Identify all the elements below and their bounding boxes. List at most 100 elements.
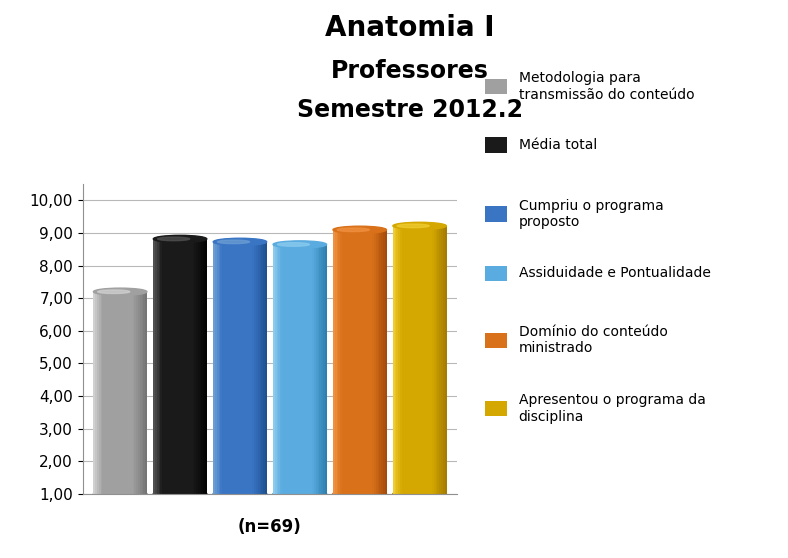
Bar [291, 244, 293, 494]
Bar [115, 292, 117, 494]
Bar [351, 230, 353, 494]
Bar [222, 242, 224, 494]
Bar [245, 242, 247, 494]
Bar [221, 242, 222, 494]
Bar [235, 242, 236, 494]
Bar [205, 239, 207, 494]
Ellipse shape [158, 237, 190, 240]
Bar [191, 239, 193, 494]
Bar [363, 230, 366, 494]
Bar [158, 239, 161, 494]
Bar [155, 239, 157, 494]
Bar [278, 244, 281, 494]
Bar [379, 230, 381, 494]
Bar [416, 226, 418, 494]
Bar [356, 230, 359, 494]
Bar [168, 239, 169, 494]
Bar [108, 292, 110, 494]
Bar [295, 244, 296, 494]
Bar [259, 242, 262, 494]
Bar [309, 244, 310, 494]
Bar [120, 292, 122, 494]
Ellipse shape [397, 224, 429, 228]
Bar [131, 292, 133, 494]
Bar [185, 239, 188, 494]
Bar [94, 292, 95, 494]
Bar [289, 244, 291, 494]
Bar [402, 226, 403, 494]
Bar [229, 242, 231, 494]
Bar [188, 239, 189, 494]
Bar [302, 244, 303, 494]
Bar [423, 226, 426, 494]
Bar [335, 230, 336, 494]
Bar [136, 292, 138, 494]
Bar [225, 242, 228, 494]
Bar [113, 292, 115, 494]
Bar [344, 230, 346, 494]
Bar [175, 239, 177, 494]
Bar [111, 292, 113, 494]
Bar [98, 292, 101, 494]
Bar [263, 242, 265, 494]
Bar [425, 226, 427, 494]
Bar [135, 292, 136, 494]
Bar [262, 242, 263, 494]
Bar [157, 239, 159, 494]
Bar [180, 239, 182, 494]
Bar [162, 239, 164, 494]
Bar [285, 244, 288, 494]
Bar [184, 239, 186, 494]
Ellipse shape [393, 490, 446, 497]
Bar [232, 242, 235, 494]
Bar [228, 242, 229, 494]
Bar [238, 242, 240, 494]
Bar [325, 244, 327, 494]
Bar [122, 292, 124, 494]
Bar [247, 242, 249, 494]
Bar [196, 239, 198, 494]
Bar [436, 226, 437, 494]
Bar [139, 292, 142, 494]
Bar [281, 244, 282, 494]
Bar [381, 230, 383, 494]
Bar [434, 226, 436, 494]
Bar [217, 242, 219, 494]
Bar [192, 239, 195, 494]
Bar [412, 226, 414, 494]
Ellipse shape [273, 241, 326, 248]
Bar [432, 226, 434, 494]
Bar [224, 242, 226, 494]
Ellipse shape [214, 490, 266, 497]
Bar [303, 244, 306, 494]
Text: Domínio do conteúdo
ministrado: Domínio do conteúdo ministrado [519, 325, 667, 355]
Bar [444, 226, 447, 494]
Bar [173, 239, 175, 494]
Bar [198, 239, 200, 494]
Bar [358, 230, 360, 494]
Bar [377, 230, 380, 494]
Bar [145, 292, 147, 494]
Text: (n=69): (n=69) [238, 518, 302, 536]
Bar [314, 244, 316, 494]
Bar [307, 244, 309, 494]
Bar [117, 292, 119, 494]
Bar [312, 244, 314, 494]
Text: Semestre 2012.2: Semestre 2012.2 [297, 98, 522, 122]
Bar [164, 239, 166, 494]
Bar [202, 239, 203, 494]
Bar [385, 230, 387, 494]
Ellipse shape [337, 228, 370, 232]
Bar [336, 230, 339, 494]
Bar [255, 242, 256, 494]
Bar [409, 226, 411, 494]
Bar [214, 242, 215, 494]
Ellipse shape [277, 243, 310, 246]
Bar [338, 230, 340, 494]
Bar [407, 226, 409, 494]
Bar [171, 239, 173, 494]
Bar [443, 226, 444, 494]
Bar [265, 242, 267, 494]
Bar [154, 239, 155, 494]
Text: Professores: Professores [331, 59, 489, 83]
